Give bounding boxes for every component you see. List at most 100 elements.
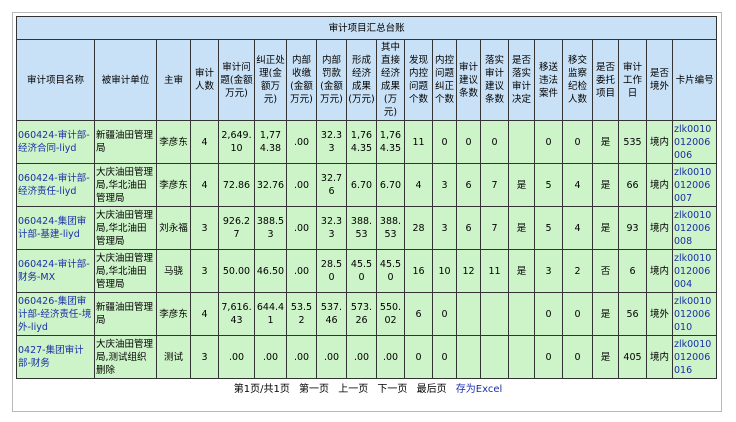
link-cell[interactable]: zlk0010012006007 <box>671 163 718 207</box>
data-cell: 大庆油田管理局,华北油田管理局 <box>94 163 157 207</box>
data-cell: 0 <box>480 120 509 164</box>
column-header: 是否落实审计决定 <box>508 39 535 121</box>
data-row: 060424-集团审计部-基建-liyd 大庆油田管理局,华北油田管理局 刘永福 3 9… <box>16 206 718 250</box>
last-page[interactable]: 最后页 <box>416 384 447 395</box>
data-cell: 否 <box>592 249 619 293</box>
data-cell: 大庆油田管理局,华北油田管理局 <box>94 206 157 250</box>
data-cell: .00 <box>286 163 317 207</box>
data-cell: 7 <box>480 163 509 207</box>
data-cell: 405 <box>618 335 647 379</box>
data-cell: 5 <box>534 206 563 250</box>
link-cell[interactable]: zlk0010012006008 <box>671 206 718 250</box>
prev-page[interactable]: 上一页 <box>338 384 369 395</box>
data-cell: 32.33 <box>316 206 347 250</box>
link-cell[interactable]: zlk0010012006004 <box>671 249 718 293</box>
data-cell: 16 <box>404 249 433 293</box>
data-cell <box>508 120 535 164</box>
data-cell: 大庆油田管理局,测试组织删除 <box>94 335 157 379</box>
data-cell: 388.53 <box>376 206 405 250</box>
data-cell: 45.50 <box>346 249 377 293</box>
export-excel[interactable]: 存为Excel <box>455 384 503 395</box>
link-cell[interactable]: 0427-集团审计部-财务 <box>16 335 95 379</box>
link-cell[interactable]: 060424-审计部-经济合同-liyd <box>16 120 95 164</box>
data-cell: .00 <box>218 335 255 379</box>
link-cell[interactable]: 060424-审计部-经济责任-liyd <box>16 163 95 207</box>
next-page[interactable]: 下一页 <box>377 384 408 395</box>
column-header: 发现内控问题个数 <box>404 39 433 121</box>
data-cell: 是 <box>508 163 535 207</box>
data-cell: 0 <box>432 335 457 379</box>
data-cell: 32.76 <box>254 163 287 207</box>
column-header: 审计工作日 <box>618 39 647 121</box>
data-cell: 72.86 <box>218 163 255 207</box>
link-cell[interactable]: 060426-集团审计部-经济责任-境外-liyd <box>16 292 95 336</box>
data-cell: .00 <box>286 335 317 379</box>
first-page[interactable]: 第一页 <box>299 384 330 395</box>
column-header: 是否委托项目 <box>592 39 619 121</box>
data-cell: 66 <box>618 163 647 207</box>
table-title: 审计项目汇总台账 <box>15 16 718 40</box>
data-cell: 是 <box>592 335 619 379</box>
data-cell: 新疆油田管理局 <box>94 120 157 164</box>
column-header: 是否境外 <box>646 39 673 121</box>
data-cell: 7 <box>480 206 509 250</box>
link-cell[interactable]: zlk0010012006016 <box>671 335 718 379</box>
data-cell: 28 <box>404 206 433 250</box>
data-cell: 2 <box>562 249 593 293</box>
data-cell: 0 <box>562 335 593 379</box>
column-header: 审计人数 <box>190 39 219 121</box>
data-cell: 0 <box>432 120 457 164</box>
data-cell: 46.50 <box>254 249 287 293</box>
data-cell: 56 <box>618 292 647 336</box>
data-cell: 32.33 <box>316 120 347 164</box>
data-cell: 4 <box>190 120 219 164</box>
data-cell: 是 <box>508 206 535 250</box>
data-cell: .00 <box>346 335 377 379</box>
data-cell: 是 <box>592 292 619 336</box>
data-cell: 0 <box>534 120 563 164</box>
data-cell: 0 <box>534 292 563 336</box>
data-cell: 11 <box>480 249 509 293</box>
data-row: 060424-审计部-经济合同-liyd 新疆油田管理局 李彦东 4 2,649.10 1… <box>16 120 718 164</box>
data-cell <box>480 335 509 379</box>
data-cell: 刘永福 <box>156 206 191 250</box>
data-cell: 境内 <box>646 206 673 250</box>
title-row: 审计项目汇总台账 <box>15 16 718 40</box>
link-cell[interactable]: 060424-审计部-财务-MX <box>16 249 95 293</box>
data-cell: 3 <box>534 249 563 293</box>
data-cell: .00 <box>376 335 405 379</box>
data-cell: 境内 <box>646 335 673 379</box>
link-cell[interactable]: 060424-集团审计部-基建-liyd <box>16 206 95 250</box>
data-cell: 6 <box>456 163 481 207</box>
column-header: 移交监察纪检人数 <box>562 39 593 121</box>
link-cell[interactable]: zlk0010012006006 <box>671 120 718 164</box>
data-cell: 0 <box>562 292 593 336</box>
header-row: 审计项目名称 被审计单位 主审 审计人数 审计问题(金额万元) 纠正处理(金额万元) 内部收… <box>16 39 718 121</box>
data-cell <box>456 292 481 336</box>
data-cell: 是 <box>592 120 619 164</box>
pager: 第1页/共1页 第一页 上一页 下一页 最后页 存为Excel <box>0 380 736 395</box>
data-cell: 11 <box>404 120 433 164</box>
data-cell: 1,764.35 <box>346 120 377 164</box>
data-cell: 李彦东 <box>156 292 191 336</box>
data-cell: 388.53 <box>346 206 377 250</box>
data-cell: 大庆油田管理局,华北油田管理局 <box>94 249 157 293</box>
data-cell: 10 <box>432 249 457 293</box>
data-cell: 0 <box>432 292 457 336</box>
panel <box>12 12 722 412</box>
data-cell: 0 <box>456 120 481 164</box>
column-header: 审计项目名称 <box>16 39 95 121</box>
data-cell: 是 <box>592 163 619 207</box>
data-row: 060424-审计部-财务-MX 大庆油田管理局,华北油田管理局 马骁 3 50.00 4… <box>16 249 718 293</box>
data-cell: 1,774.38 <box>254 120 287 164</box>
data-cell: 550.02 <box>376 292 405 336</box>
data-cell: 3 <box>190 335 219 379</box>
data-cell: 573.26 <box>346 292 377 336</box>
link-cell[interactable]: zlk0010012006010 <box>671 292 718 336</box>
data-cell: 6 <box>404 292 433 336</box>
data-cell: 境内 <box>646 249 673 293</box>
data-cell: 3 <box>432 206 457 250</box>
column-header: 纠正处理(金额万元) <box>254 39 287 121</box>
data-row: 060426-集团审计部-经济责任-境外-liyd 新疆油田管理局 李彦东 4 7,61… <box>16 292 718 336</box>
data-cell: 4 <box>562 206 593 250</box>
